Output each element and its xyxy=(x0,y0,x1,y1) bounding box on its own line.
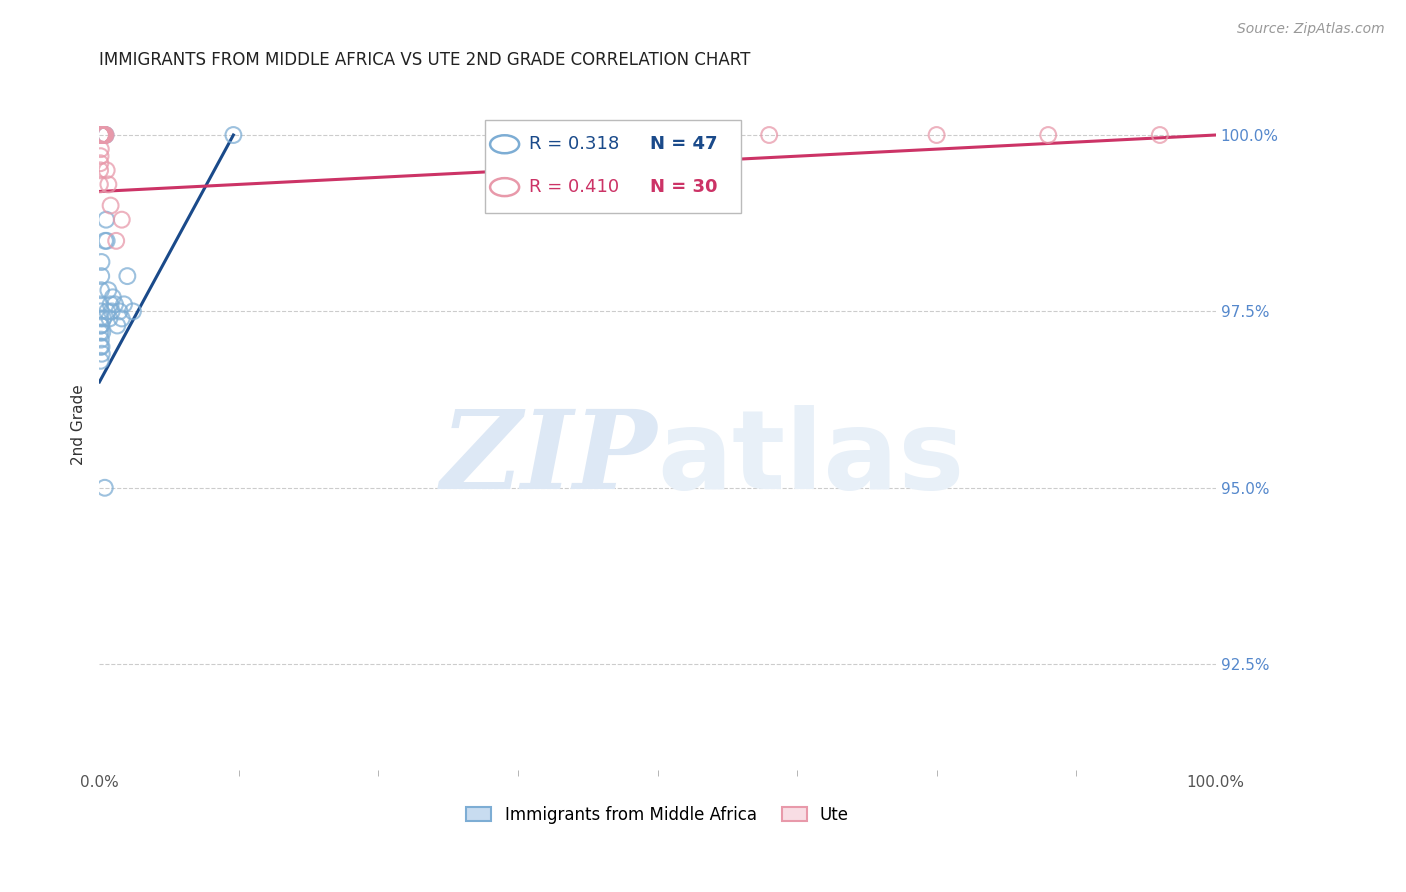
Point xyxy=(91,128,114,142)
Point xyxy=(89,340,111,354)
Point xyxy=(90,128,112,142)
Point xyxy=(90,333,112,347)
Point xyxy=(93,128,115,142)
Text: N = 30: N = 30 xyxy=(650,178,717,196)
Point xyxy=(91,128,114,142)
Point xyxy=(90,304,112,318)
Point xyxy=(90,340,112,354)
Point xyxy=(89,163,111,178)
Text: Source: ZipAtlas.com: Source: ZipAtlas.com xyxy=(1237,22,1385,37)
Point xyxy=(534,128,557,142)
Point xyxy=(90,128,112,142)
Point xyxy=(222,128,245,142)
Point xyxy=(91,128,114,142)
Point xyxy=(91,326,114,340)
Point xyxy=(91,128,114,142)
Point xyxy=(90,128,112,142)
Point xyxy=(91,128,114,142)
Point xyxy=(100,297,122,311)
Text: ZIP: ZIP xyxy=(441,405,658,513)
Point xyxy=(100,198,122,212)
Point xyxy=(104,297,127,311)
Point xyxy=(89,311,111,326)
Point xyxy=(93,128,115,142)
Point xyxy=(91,128,114,142)
Point xyxy=(94,212,117,227)
Point xyxy=(91,128,114,142)
Point xyxy=(100,304,122,318)
Text: IMMIGRANTS FROM MIDDLE AFRICA VS UTE 2ND GRADE CORRELATION CHART: IMMIGRANTS FROM MIDDLE AFRICA VS UTE 2ND… xyxy=(100,51,751,69)
Point xyxy=(94,128,117,142)
Point xyxy=(112,297,135,311)
Point xyxy=(93,128,115,142)
Point xyxy=(91,128,114,142)
Point xyxy=(101,290,124,304)
Point xyxy=(925,128,948,142)
Point xyxy=(91,128,114,142)
Point xyxy=(90,283,112,297)
Point xyxy=(111,311,134,326)
Point xyxy=(90,318,112,333)
Point xyxy=(90,255,112,269)
Point xyxy=(122,304,145,318)
Text: R = 0.410: R = 0.410 xyxy=(529,178,619,196)
Point xyxy=(90,128,112,142)
Point xyxy=(111,212,134,227)
Point xyxy=(93,128,115,142)
Text: R = 0.318: R = 0.318 xyxy=(529,136,620,153)
Point xyxy=(1038,128,1060,142)
Point xyxy=(94,234,117,248)
Point xyxy=(90,128,112,142)
Point xyxy=(96,304,118,318)
Legend: Immigrants from Middle Africa, Ute: Immigrants from Middle Africa, Ute xyxy=(467,805,849,824)
Point xyxy=(89,156,111,170)
Point xyxy=(94,481,117,495)
Point xyxy=(94,128,117,142)
Point xyxy=(90,128,112,142)
Text: atlas: atlas xyxy=(658,405,965,512)
Point xyxy=(98,311,121,326)
Point xyxy=(90,353,112,368)
Point xyxy=(105,318,128,333)
Point xyxy=(90,318,112,333)
Point xyxy=(94,128,117,142)
Point xyxy=(117,269,139,284)
Point xyxy=(105,234,128,248)
Point xyxy=(758,128,780,142)
Point xyxy=(1149,128,1171,142)
Point xyxy=(96,163,118,178)
Point xyxy=(89,297,111,311)
Point xyxy=(90,347,112,361)
Point xyxy=(93,128,115,142)
Point xyxy=(90,128,112,142)
Text: N = 47: N = 47 xyxy=(650,136,717,153)
Point xyxy=(93,128,115,142)
Point xyxy=(89,326,111,340)
Point xyxy=(96,234,118,248)
Point xyxy=(89,178,111,192)
Point xyxy=(93,128,115,142)
Point xyxy=(90,269,112,284)
Point xyxy=(91,128,114,142)
Point xyxy=(90,142,112,156)
Point xyxy=(97,178,120,192)
Point xyxy=(97,283,120,297)
Point xyxy=(93,128,115,142)
Point xyxy=(91,311,114,326)
Y-axis label: 2nd Grade: 2nd Grade xyxy=(72,384,86,465)
Point xyxy=(90,149,112,163)
Point xyxy=(108,304,131,318)
FancyBboxPatch shape xyxy=(485,120,741,213)
